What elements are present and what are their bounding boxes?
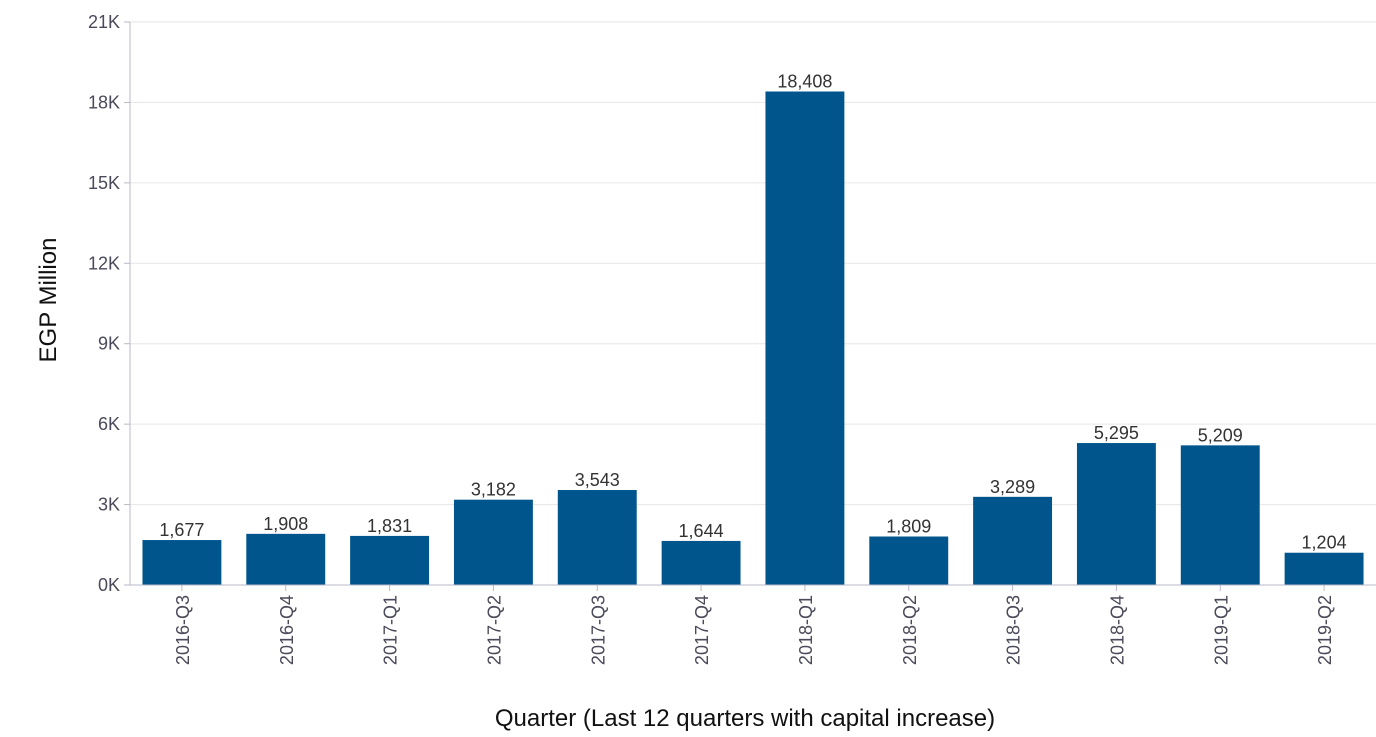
data-label: 18,408: [777, 71, 832, 91]
x-tick-label: 2019-Q2: [1315, 595, 1335, 665]
data-label: 3,182: [471, 480, 516, 500]
data-label: 3,289: [990, 477, 1035, 497]
x-tick-label: 2017-Q3: [588, 595, 608, 665]
y-tick-label: 21K: [88, 12, 120, 32]
bar: [869, 536, 949, 585]
data-label: 5,295: [1094, 423, 1139, 443]
x-tick-label: 2018-Q1: [796, 595, 816, 665]
bar: [1284, 552, 1364, 585]
x-tick-label: 2017-Q2: [484, 595, 504, 665]
y-tick-label: 15K: [88, 173, 120, 193]
x-tick-label: 2017-Q1: [381, 595, 401, 665]
x-axis-title: Quarter (Last 12 quarters with capital i…: [495, 705, 995, 732]
y-tick-label: 6K: [98, 414, 120, 434]
x-tick-label: 2016-Q3: [173, 595, 193, 665]
data-label: 1,908: [263, 514, 308, 534]
x-axis-ticks: 2016-Q3 2016-Q4 2017-Q1 2017-Q2 2017-Q3 2017-…: [173, 585, 1335, 665]
y-tick-label: 18K: [88, 92, 120, 112]
x-tick-label: 2018-Q2: [900, 595, 920, 665]
x-tick-label: 2016-Q4: [277, 595, 297, 665]
bar: [557, 490, 637, 585]
y-tick-label: 12K: [88, 253, 120, 273]
gridlines: [130, 21, 1376, 506]
bar: [1076, 443, 1156, 585]
data-label: 1,677: [159, 520, 204, 540]
x-tick-label: 2019-Q1: [1211, 595, 1231, 665]
data-label: 3,543: [575, 470, 620, 490]
data-label: 1,204: [1302, 533, 1347, 553]
data-label: 5,209: [1198, 425, 1243, 445]
y-axis-title: EGP Million: [35, 238, 62, 363]
bar: [142, 540, 222, 585]
bar: [765, 91, 845, 585]
bar: [246, 533, 326, 585]
bar: [453, 499, 533, 585]
data-labels: 1,677 1,908 1,831 3,182 3,543 1,644 18,408 1,80…: [159, 71, 1346, 552]
bar: [661, 540, 741, 585]
y-axis-ticks: 0K 3K 6K 9K 12K 15K 18K 21K: [88, 12, 130, 595]
data-label: 1,831: [367, 516, 412, 536]
bar: [973, 496, 1053, 585]
bars: [142, 91, 1364, 585]
x-tick-label: 2018-Q3: [1004, 595, 1024, 665]
y-tick-label: 0K: [98, 575, 120, 595]
y-tick-label: 9K: [98, 334, 120, 354]
bar: [350, 535, 430, 585]
data-label: 1,644: [679, 521, 724, 541]
data-label: 1,809: [886, 517, 931, 537]
y-tick-label: 3K: [98, 495, 120, 515]
x-tick-label: 2017-Q4: [692, 595, 712, 665]
bar: [1180, 445, 1260, 585]
x-tick-label: 2018-Q4: [1107, 595, 1127, 665]
